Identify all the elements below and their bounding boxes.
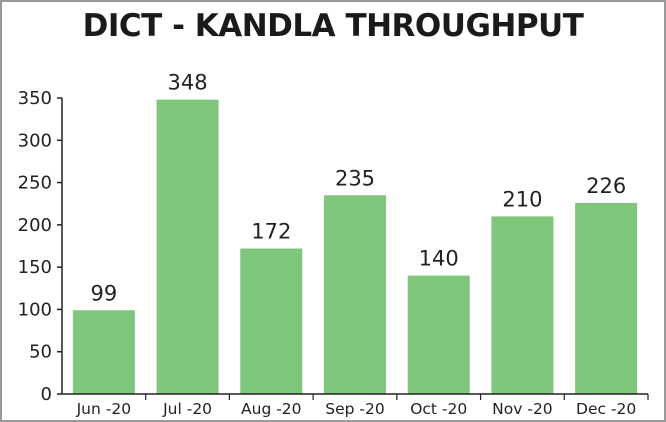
- chart-title: DICT - KANDLA THROUGHPUT: [82, 8, 584, 44]
- data-label: 140: [419, 247, 459, 271]
- y-tick-label: 100: [18, 299, 52, 320]
- data-label: 210: [502, 187, 542, 211]
- y-tick-label: 150: [18, 257, 52, 278]
- y-tick-label: 300: [18, 130, 52, 151]
- data-label: 226: [586, 174, 626, 198]
- y-axis: 0 50 100 150 200 250 300 350: [18, 88, 63, 405]
- bar-aug-20: [240, 248, 303, 394]
- x-tick-label: Aug -20: [241, 400, 302, 418]
- x-tick-label: Jul -20: [162, 400, 212, 418]
- y-tick-label: 200: [18, 215, 52, 236]
- y-tick-label: 0: [41, 384, 52, 405]
- bar-sep-20: [324, 195, 386, 394]
- y-tick-label: 350: [18, 88, 52, 109]
- x-tick-label: Jun -20: [76, 400, 131, 418]
- data-label: 348: [168, 71, 208, 95]
- data-label: 235: [335, 166, 375, 190]
- bar-jul-20: [156, 99, 219, 394]
- data-label: 172: [251, 220, 291, 244]
- bar-jun-20: [72, 310, 135, 394]
- x-tick-label: Oct -20: [410, 400, 467, 418]
- bar-nov-20: [491, 216, 554, 394]
- bar-oct-20: [407, 275, 470, 394]
- y-tick-label: 50: [29, 342, 52, 363]
- data-label: 99: [90, 281, 117, 305]
- bar-dec-20: [575, 202, 638, 394]
- bars: [72, 99, 638, 394]
- x-tick-label: Dec -20: [576, 400, 636, 418]
- x-tick-label: Sep -20: [325, 400, 384, 418]
- x-axis: Jun -20 Jul -20 Aug -20 Sep -20 Oct -20 Nov -…: [62, 393, 649, 418]
- y-tick-label: 250: [18, 173, 52, 194]
- x-tick-label: Nov -20: [492, 400, 553, 418]
- data-labels: 99 348 172 235 140 210 226: [90, 71, 626, 306]
